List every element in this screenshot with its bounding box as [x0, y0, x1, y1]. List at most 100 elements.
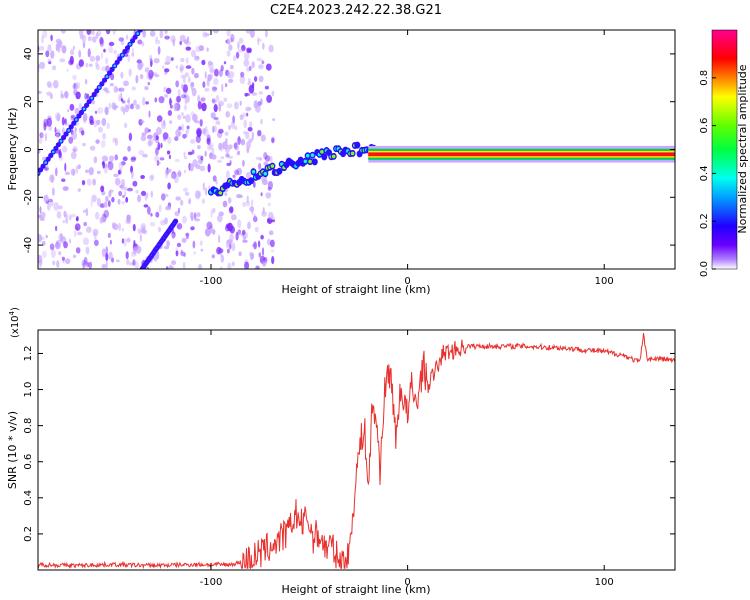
noise-dot [264, 85, 269, 90]
trace-blob-core [270, 164, 275, 168]
noise-dot [169, 120, 173, 124]
noise-dot [45, 167, 48, 171]
track-core [82, 107, 86, 111]
noise-dot [237, 219, 242, 229]
noise-dot [105, 90, 110, 94]
noise-dot [105, 30, 111, 35]
noise-dot [185, 232, 190, 237]
noise-dot [255, 265, 260, 269]
noise-dot [125, 196, 129, 203]
noise-dot [165, 205, 172, 211]
noise-dot [240, 138, 246, 146]
noise-dot [78, 59, 85, 67]
noise-dot [56, 260, 60, 268]
noise-dot [39, 217, 45, 221]
noise-dot [211, 99, 217, 105]
noise-dot [267, 181, 273, 190]
noise-dot [197, 100, 202, 110]
noise-dot [177, 131, 182, 137]
noise-dot [53, 80, 59, 89]
noise-dot [70, 116, 74, 121]
noise-dot [136, 59, 142, 64]
noise-dot [242, 112, 246, 118]
noise-dot [85, 207, 89, 217]
noise-dot [252, 181, 256, 188]
noise-dot [231, 214, 237, 221]
noise-dot [251, 61, 255, 69]
noise-dot [120, 98, 124, 102]
noise-dot [169, 264, 172, 269]
noise-dot [93, 156, 98, 164]
noise-dot [198, 45, 204, 52]
noise-dot [62, 220, 65, 224]
noise-dot [254, 226, 259, 233]
noise-dot [106, 122, 110, 129]
noise-dot [105, 156, 109, 162]
noise-dot [39, 259, 43, 266]
noise-dot [69, 49, 75, 56]
noise-dot [207, 60, 212, 69]
noise-dot [244, 261, 250, 269]
noise-dot [165, 174, 168, 179]
noise-dot [261, 175, 266, 182]
noise-dot [201, 59, 206, 66]
noise-dot [122, 194, 125, 199]
noise-dot [218, 248, 224, 254]
noise-dot [115, 259, 120, 263]
track-dot [45, 156, 51, 162]
noise-dot [121, 228, 124, 232]
noise-dot [175, 80, 180, 88]
noise-dot [90, 200, 93, 208]
noise-dot [234, 141, 239, 151]
noise-dot [240, 71, 245, 78]
noise-dot [211, 254, 215, 259]
noise-dot [229, 206, 234, 214]
noise-dot [126, 237, 131, 243]
noise-dot [109, 189, 114, 193]
noise-dot [184, 97, 187, 105]
noise-dot [64, 162, 67, 172]
trace-blob-core [331, 154, 336, 159]
noise-dot [204, 87, 210, 92]
noise-dot [220, 64, 224, 72]
noise-dot [221, 83, 224, 93]
track-dot [78, 109, 84, 116]
noise-dot [143, 204, 149, 208]
noise-dot [257, 36, 260, 46]
noise-dot [180, 249, 184, 254]
noise-dot [183, 75, 186, 84]
noise-dot [156, 115, 163, 123]
trace-blob [354, 141, 361, 149]
noise-dot [163, 245, 170, 250]
noise-dot [201, 102, 207, 112]
noise-dot [45, 132, 47, 142]
noise-dot [105, 195, 109, 203]
noise-dot [155, 211, 160, 218]
noise-dot [190, 82, 194, 91]
noise-dot [196, 212, 201, 218]
noise-dot [200, 97, 206, 102]
noise-dot [157, 142, 161, 151]
track-dot [132, 34, 138, 40]
noise-dot [92, 178, 96, 186]
noise-dot [126, 34, 129, 40]
noise-dot [93, 119, 98, 128]
noise-dot [140, 190, 147, 196]
noise-dot [227, 70, 231, 79]
noise-dot [249, 106, 252, 111]
noise-dot [233, 174, 237, 180]
noise-dot [171, 233, 175, 240]
noise-dot [176, 95, 182, 103]
noise-dot [112, 137, 117, 143]
noise-dot [227, 40, 231, 45]
noise-dot [185, 46, 192, 51]
noise-dot [155, 135, 159, 141]
noise-dot [125, 251, 129, 260]
noise-dot [270, 239, 275, 248]
noise-dot [70, 213, 76, 218]
noise-dot [200, 248, 204, 252]
noise-dot [109, 83, 114, 87]
noise-dot [91, 36, 97, 43]
noise-dot [209, 142, 214, 150]
noise-dot [186, 125, 190, 130]
